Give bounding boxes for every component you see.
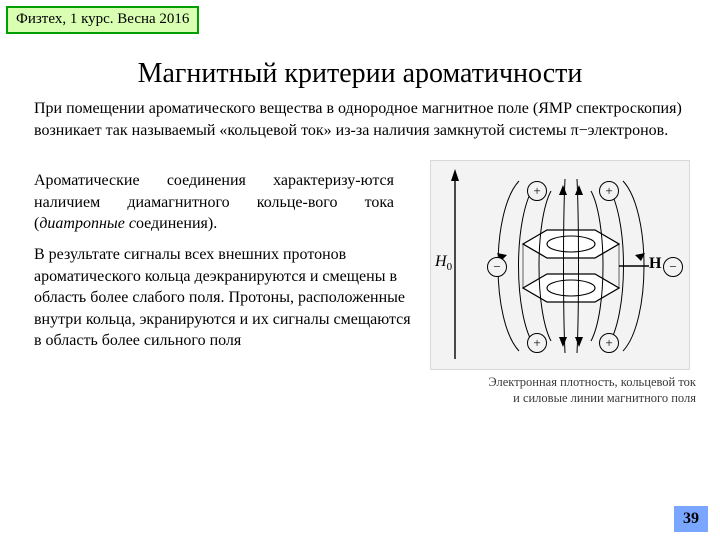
sign-plus-bl: +: [527, 333, 547, 353]
para2-italic: диатропные с: [39, 215, 136, 232]
caption-line-1: Электронная плотность, кольцевой ток: [488, 375, 696, 389]
paragraph-diatropic: Ароматические соединения характеризу-ютс…: [34, 170, 394, 235]
paragraph-signals: В результате сигналы всех внешних протон…: [34, 244, 414, 352]
page-number: 39: [674, 506, 708, 532]
label-h0-letter: H: [435, 253, 447, 270]
figure-box: H0 H + + + + − −: [430, 160, 690, 370]
caption-line-2: и силовые линии магнитного поля: [513, 391, 696, 405]
page-title: Магнитный критерии ароматичности: [0, 58, 720, 90]
paragraph-intro: При помещении ароматического вещества в …: [34, 98, 684, 141]
sign-minus-l: −: [487, 257, 507, 277]
label-h: H: [649, 255, 661, 273]
sign-minus-r: −: [663, 257, 683, 277]
figure-caption: Электронная плотность, кольцевой ток и с…: [430, 374, 700, 407]
sign-plus-br: +: [599, 333, 619, 353]
course-badge: Физтех, 1 курс. Весна 2016: [6, 6, 199, 34]
sign-plus-tr: +: [599, 181, 619, 201]
sign-plus-tl: +: [527, 181, 547, 201]
para2-part-b: оединения).: [136, 215, 217, 232]
label-h0-sub: 0: [447, 261, 453, 273]
figure-ring-current: H0 H + + + + − − Электронная плотность, …: [430, 160, 700, 407]
label-h0: H0: [435, 253, 452, 273]
